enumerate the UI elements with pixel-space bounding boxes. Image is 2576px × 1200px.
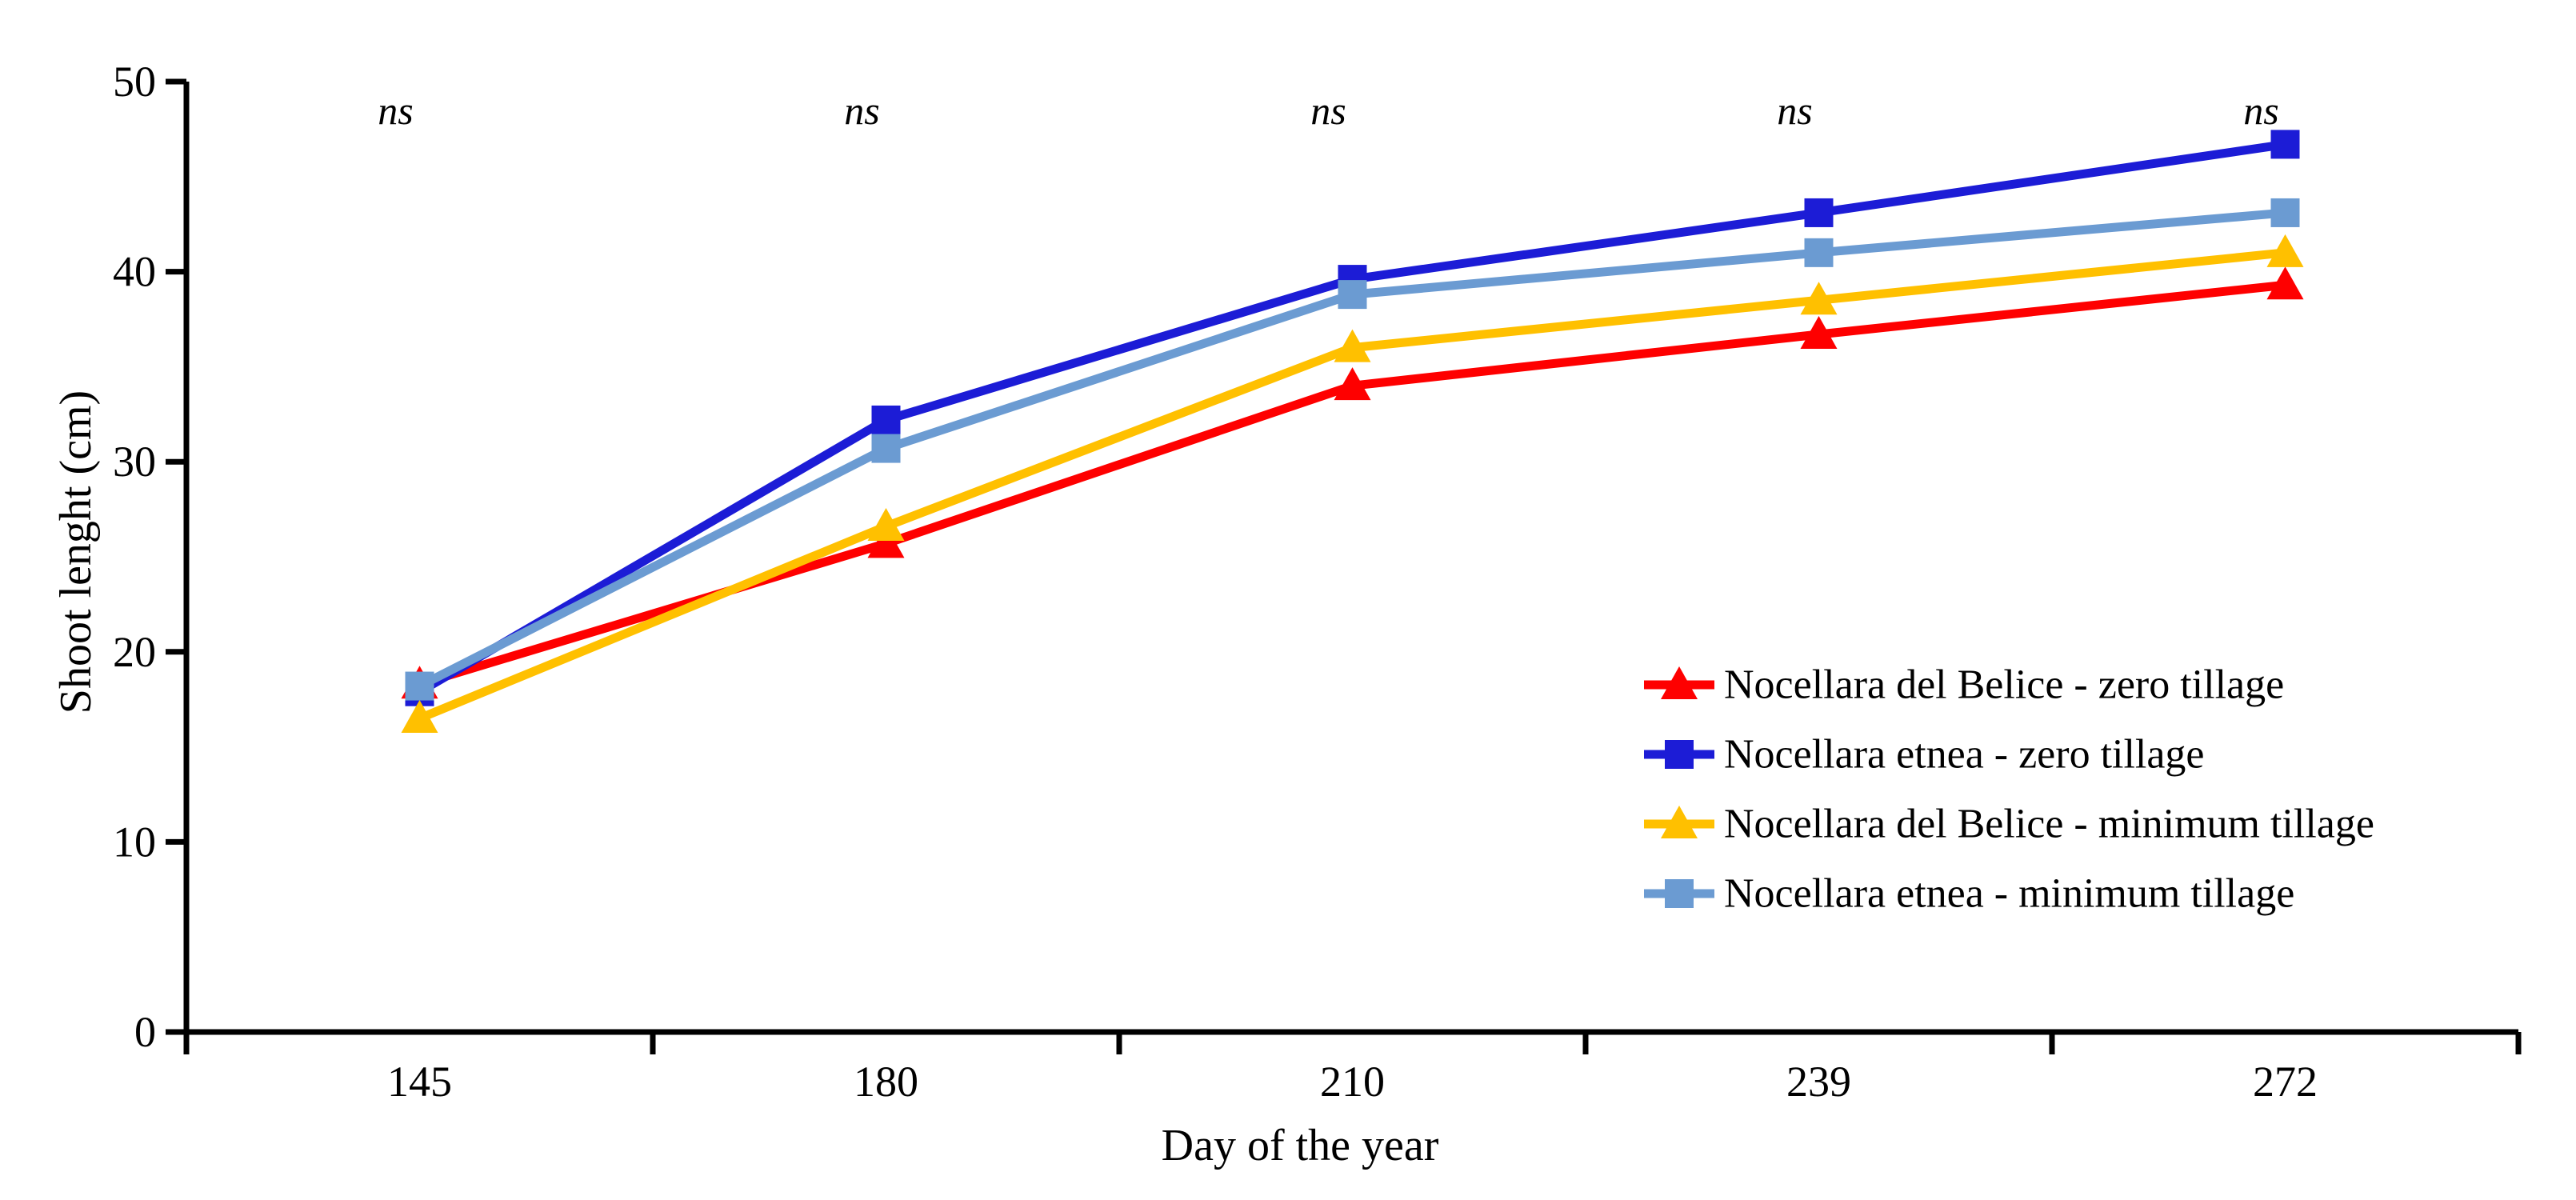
legend-triangle-marker: [1661, 806, 1698, 838]
y-tick-label: 10: [113, 818, 156, 866]
data-point-square-marker: [2270, 198, 2300, 227]
legend: Nocellara del Belice - zero tillage Nocel…: [1644, 662, 2374, 917]
x-tick-label: 272: [2253, 1058, 2318, 1106]
data-point-square-marker: [1804, 238, 1834, 267]
data-point-triangle-marker: [1334, 329, 1371, 362]
data-point-triangle-marker: [2266, 266, 2304, 300]
x-tick-label: 239: [1786, 1058, 1851, 1106]
ns-annotations: ns ns ns ns ns: [378, 88, 2278, 133]
y-tick-label: 20: [113, 628, 156, 676]
data-point-square-marker: [871, 434, 901, 463]
legend-square-marker: [1665, 879, 1694, 908]
y-tick-label: 50: [113, 58, 156, 106]
ns-annotation: ns: [1310, 88, 1346, 133]
legend-label: Nocellara etnea - zero tillage: [1724, 732, 2205, 778]
legend-entry: Nocellara del Belice - minimum tillage: [1644, 802, 2374, 847]
legend-entry: Nocellara etnea - zero tillage: [1644, 732, 2205, 778]
ns-annotation: ns: [1777, 88, 1812, 133]
series-layer: [401, 130, 2304, 733]
legend-triangle-marker: [1661, 666, 1698, 699]
y-tick-label: 0: [134, 1008, 156, 1056]
series-1: [405, 130, 2300, 706]
ns-annotation: ns: [844, 88, 879, 133]
data-point-triangle-marker: [401, 699, 438, 733]
data-point-triangle-marker: [867, 525, 905, 558]
ns-annotation: ns: [378, 88, 413, 133]
data-point-square-marker: [1338, 280, 1367, 310]
x-axis-ticks: 145 180 210 239 272: [183, 1032, 2522, 1106]
data-point-triangle-marker: [2266, 234, 2304, 267]
series-line: [417, 139, 2286, 696]
legend-entry: Nocellara del Belice - zero tillage: [1644, 662, 2284, 708]
y-tick-label: 40: [113, 248, 156, 296]
series-3: [405, 198, 2300, 701]
axes-layer: [168, 82, 2518, 1035]
legend-label: Nocellara del Belice - zero tillage: [1724, 662, 2284, 708]
y-tick-label: 30: [113, 438, 156, 486]
data-point-square-marker: [405, 671, 434, 701]
x-tick-label: 210: [1320, 1058, 1385, 1106]
legend-label: Nocellara etnea - minimum tillage: [1724, 871, 2294, 917]
series-2: [401, 234, 2304, 733]
data-point-triangle-marker: [1334, 367, 1371, 401]
x-tick-label: 180: [854, 1058, 918, 1106]
data-point-square-marker: [871, 405, 901, 434]
x-axis-title: Day of the year: [1162, 1121, 1439, 1170]
legend-square-marker: [1665, 740, 1694, 769]
data-point-triangle-marker: [867, 507, 905, 541]
legend-entry: Nocellara etnea - minimum tillage: [1644, 871, 2294, 917]
data-point-triangle-marker: [1800, 282, 1838, 315]
series-line: [418, 248, 2286, 723]
data-point-square-marker: [1804, 198, 1834, 227]
y-axis-ticks: 0 10 20 30 40 50: [113, 58, 186, 1056]
data-point-square-marker: [2270, 130, 2300, 159]
legend-label: Nocellara del Belice - minimum tillage: [1724, 802, 2374, 847]
y-axis-title: Shoot lenght (cm): [51, 390, 101, 714]
data-point-triangle-marker: [1800, 316, 1838, 350]
ns-annotation: ns: [2243, 88, 2278, 133]
x-tick-label: 145: [387, 1058, 452, 1106]
